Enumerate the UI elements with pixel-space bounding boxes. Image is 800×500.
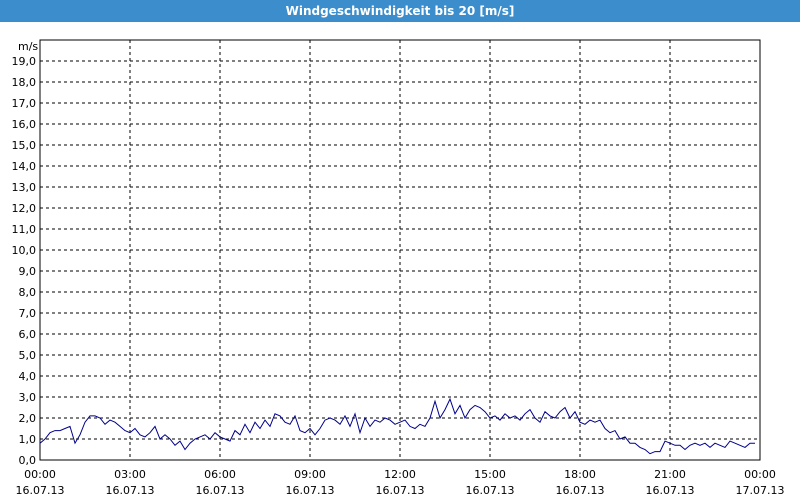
x-tick-label: 06:00 xyxy=(204,468,236,481)
y-tick-label: 14,0 xyxy=(12,160,37,173)
y-tick-label: 7,0 xyxy=(19,307,37,320)
x-tick-label: 00:00 xyxy=(744,468,776,481)
data-line xyxy=(39,397,755,455)
y-tick-label: 0,0 xyxy=(19,454,37,467)
y-axis-unit: m/s xyxy=(18,40,38,53)
x-tick-date: 16.07.13 xyxy=(646,484,695,497)
x-tick-date: 16.07.13 xyxy=(196,484,245,497)
y-tick-label: 12,0 xyxy=(12,202,37,215)
y-tick-label: 17,0 xyxy=(12,97,37,110)
y-tick-label: 5,0 xyxy=(19,349,37,362)
title-bar: Windgeschwindigkeit bis 20 [m/s] xyxy=(0,0,800,22)
y-tick-label: 18,0 xyxy=(12,76,37,89)
x-tick-label: 00:00 xyxy=(24,468,56,481)
x-tick-date: 16.07.13 xyxy=(16,484,65,497)
x-tick-label: 12:00 xyxy=(384,468,416,481)
y-tick-label: 15,0 xyxy=(12,139,37,152)
y-tick-label: 19,0 xyxy=(12,55,37,68)
y-tick-label: 6,0 xyxy=(19,328,37,341)
y-tick-label: 16,0 xyxy=(12,118,37,131)
x-tick-label: 09:00 xyxy=(294,468,326,481)
x-tick-date: 16.07.13 xyxy=(466,484,515,497)
y-tick-label: 4,0 xyxy=(19,370,37,383)
y-tick-label: 11,0 xyxy=(12,223,37,236)
x-tick-label: 21:00 xyxy=(654,468,686,481)
x-tick-date: 16.07.13 xyxy=(556,484,605,497)
x-tick-label: 03:00 xyxy=(114,468,146,481)
x-tick-date: 16.07.13 xyxy=(286,484,335,497)
x-tick-date: 16.07.13 xyxy=(106,484,155,497)
y-tick-label: 13,0 xyxy=(12,181,37,194)
x-tick-label: 15:00 xyxy=(474,468,506,481)
x-tick-date: 17.07.13 xyxy=(736,484,785,497)
x-tick-date: 16.07.13 xyxy=(376,484,425,497)
y-tick-label: 8,0 xyxy=(19,286,37,299)
y-tick-label: 2,0 xyxy=(19,412,37,425)
plot-frame xyxy=(39,39,761,461)
y-tick-label: 10,0 xyxy=(12,244,37,257)
y-tick-label: 1,0 xyxy=(19,433,37,446)
y-tick-label: 3,0 xyxy=(19,391,37,404)
y-tick-label: 9,0 xyxy=(19,265,37,278)
x-tick-label: 18:00 xyxy=(564,468,596,481)
